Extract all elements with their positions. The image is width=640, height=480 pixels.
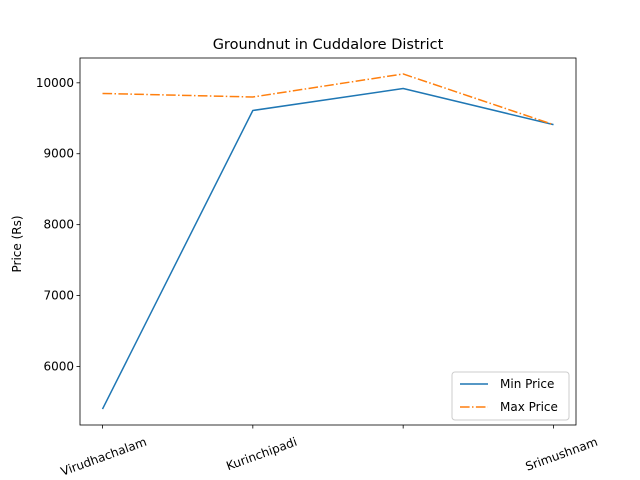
legend-entry-label: Min Price bbox=[500, 377, 554, 391]
axes-frame bbox=[79, 57, 577, 426]
y-tick-label: 10000 bbox=[36, 76, 74, 90]
series-line-0 bbox=[101, 87, 554, 410]
y-axis-label: Price (Rs) bbox=[10, 215, 24, 272]
y-tick-label: 6000 bbox=[43, 359, 74, 373]
x-tick-label: Kurinchipadi bbox=[224, 435, 299, 474]
series-line-1 bbox=[102, 73, 554, 126]
x-tick-label: Srimushnam bbox=[524, 435, 600, 474]
y-tick-label: 9000 bbox=[43, 147, 74, 161]
y-tick-label: 7000 bbox=[43, 289, 74, 303]
x-tick-label: Virudhachalam bbox=[59, 435, 149, 479]
legend-entry-label: Max Price bbox=[500, 400, 558, 414]
chart-title: Groundnut in Cuddalore District bbox=[213, 37, 444, 53]
y-tick-label: 8000 bbox=[43, 218, 74, 232]
legend: Min Price Max Price bbox=[451, 371, 570, 421]
